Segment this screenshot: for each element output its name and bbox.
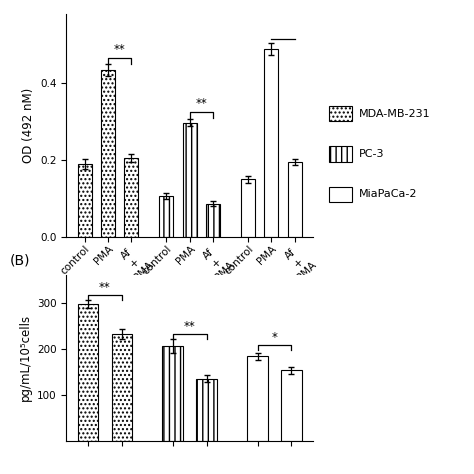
Bar bbox=[78, 304, 98, 441]
Y-axis label: pg/mL/10⁵cells: pg/mL/10⁵cells bbox=[18, 314, 31, 401]
Text: **: ** bbox=[99, 281, 110, 294]
Bar bbox=[124, 158, 138, 237]
Bar bbox=[159, 196, 173, 237]
Bar bbox=[281, 370, 301, 441]
Text: MiaPaCa-2: MiaPaCa-2 bbox=[359, 189, 418, 200]
Bar bbox=[101, 70, 115, 237]
Text: **: ** bbox=[195, 97, 207, 110]
Bar bbox=[163, 346, 183, 441]
Bar bbox=[111, 334, 132, 441]
Y-axis label: OD (492 nM): OD (492 nM) bbox=[22, 88, 35, 163]
Text: MDA-MB-231: MDA-MB-231 bbox=[359, 109, 431, 119]
Text: **: ** bbox=[114, 43, 126, 56]
Bar bbox=[247, 356, 268, 441]
Text: *: * bbox=[272, 330, 277, 344]
Bar bbox=[78, 164, 91, 237]
Bar bbox=[288, 162, 301, 237]
Text: **: ** bbox=[184, 319, 195, 333]
Text: PC-3: PC-3 bbox=[359, 149, 385, 159]
Bar bbox=[264, 49, 278, 237]
Bar bbox=[241, 179, 255, 237]
Bar bbox=[182, 123, 197, 237]
Text: (B): (B) bbox=[9, 254, 30, 268]
Bar bbox=[206, 204, 220, 237]
Bar bbox=[196, 379, 217, 441]
